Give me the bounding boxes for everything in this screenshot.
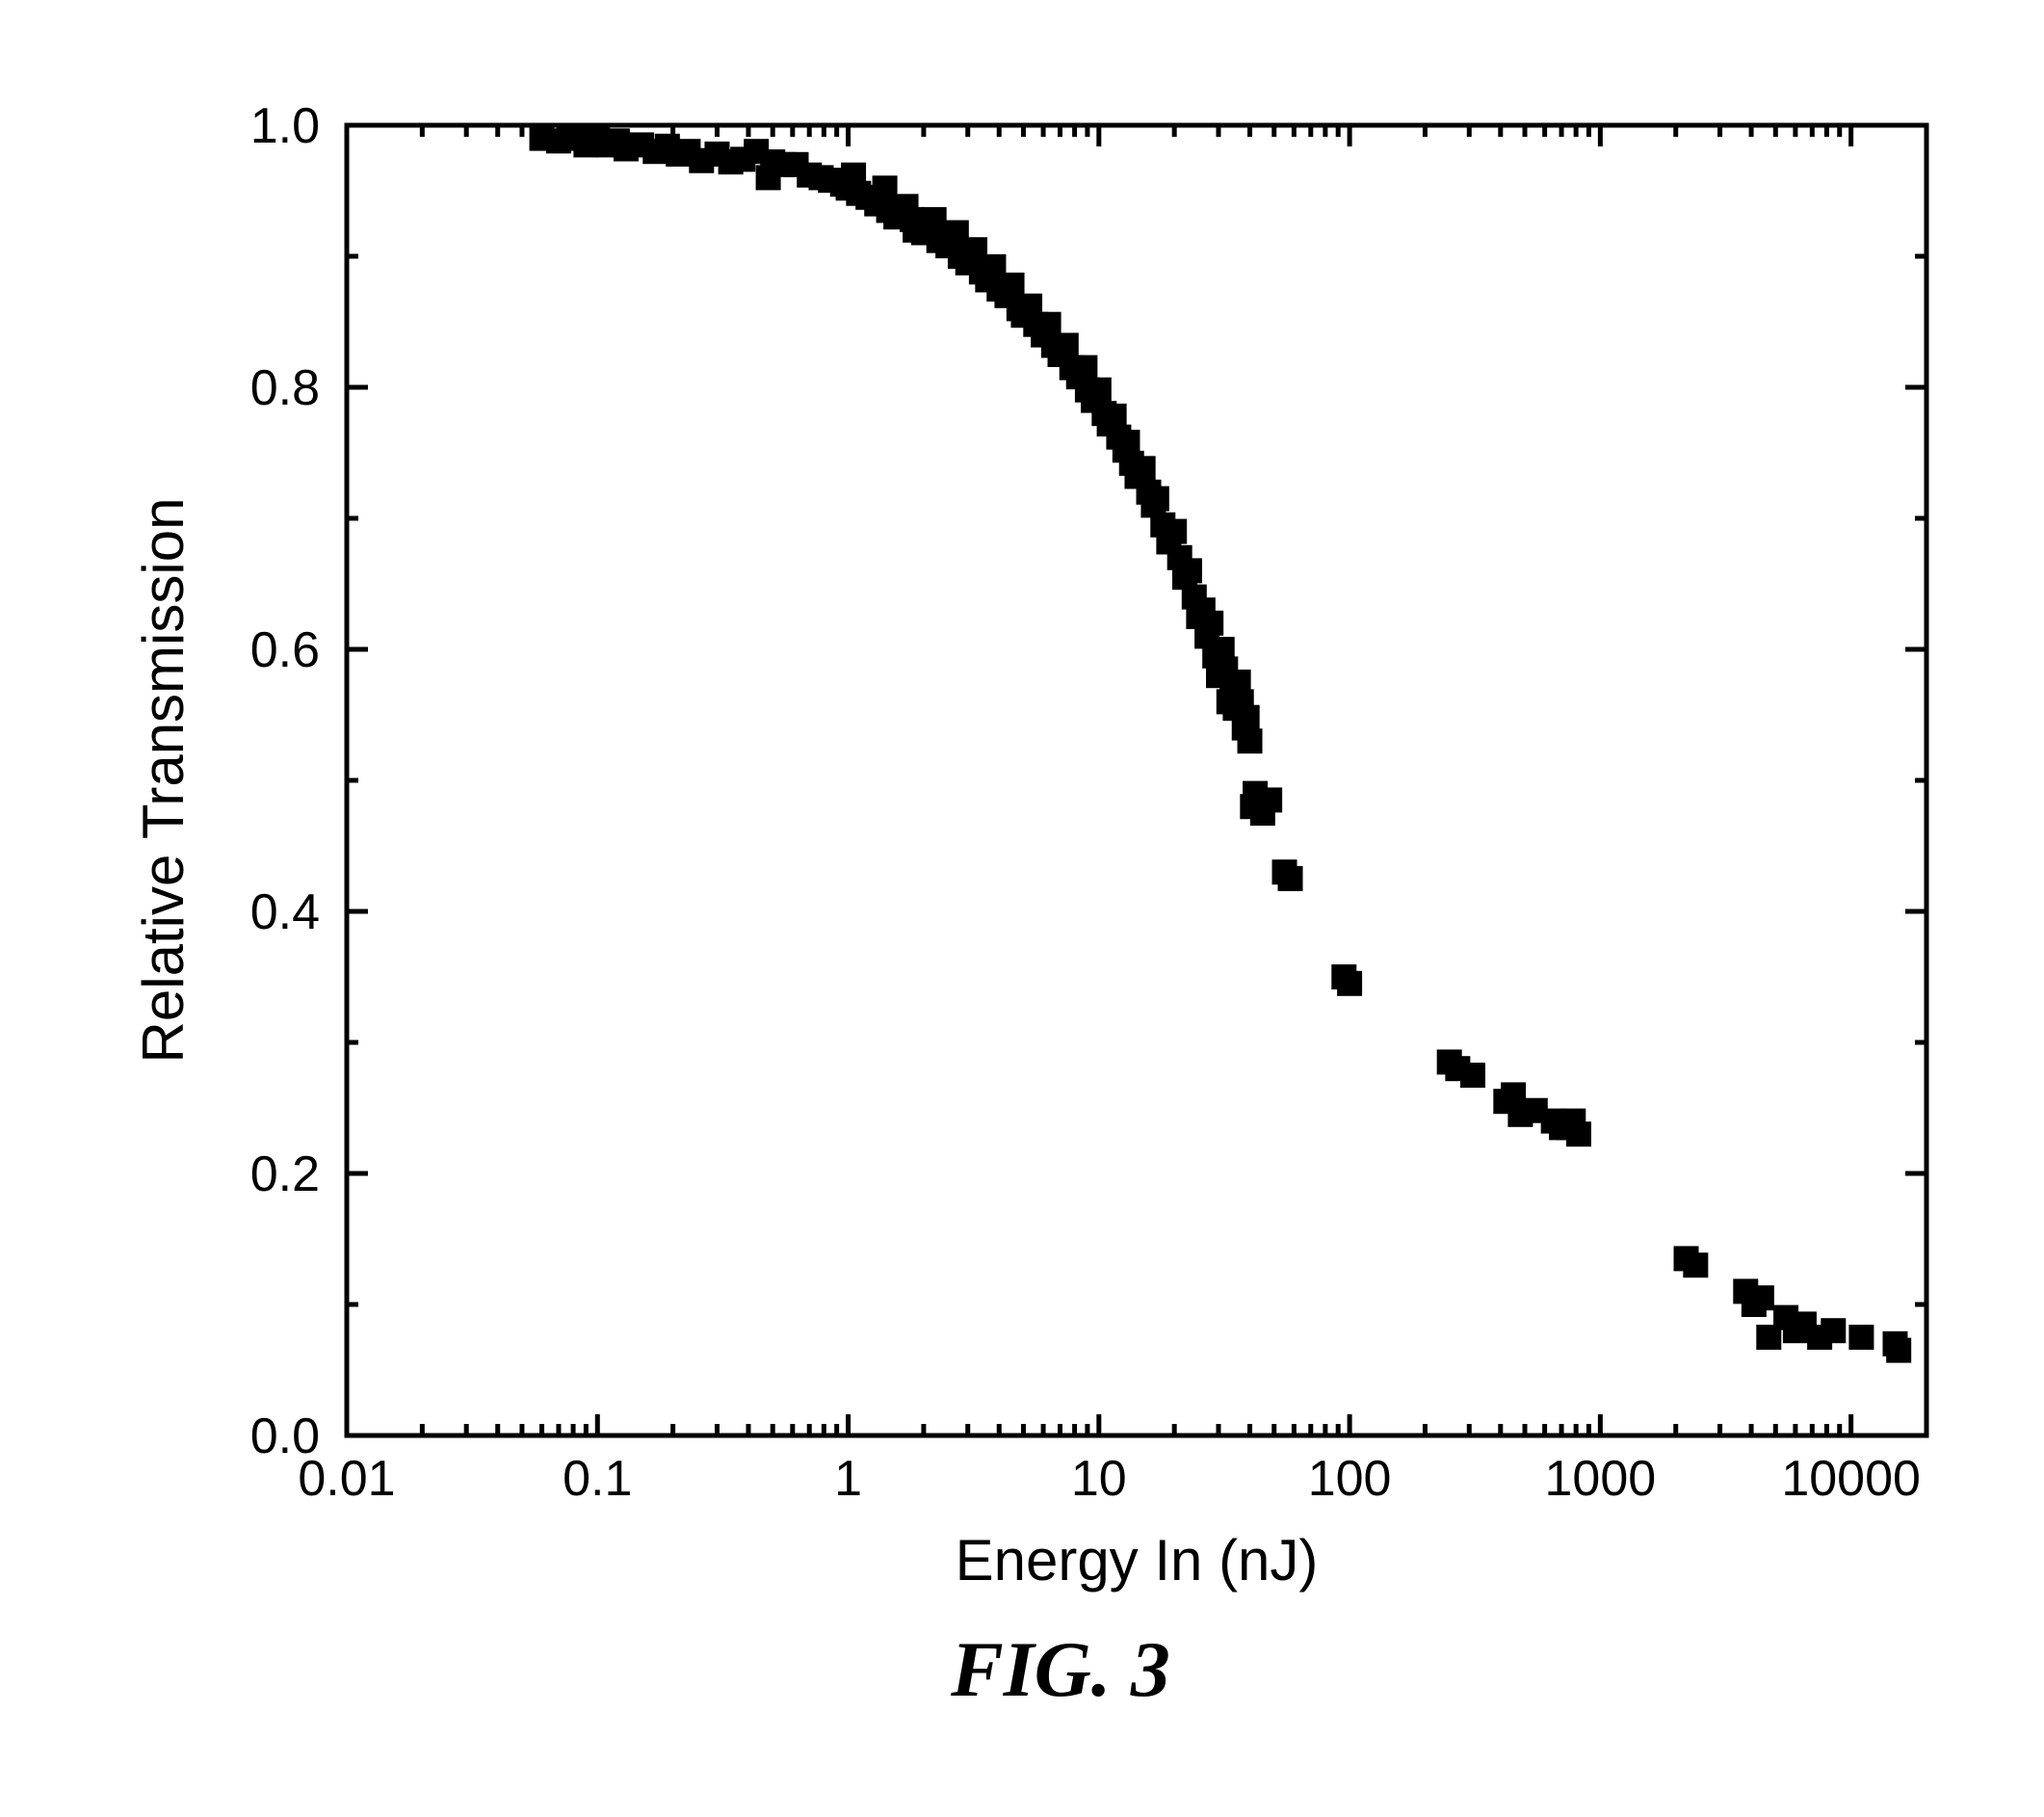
data-point [1337,971,1362,996]
data-point [1886,1338,1911,1363]
data-point [1238,728,1263,753]
data-point [1144,487,1169,512]
y-tick-label: 0.6 [250,622,320,678]
y-tick-label: 0.2 [250,1146,320,1202]
x-tick-label: 0.1 [563,1451,632,1507]
x-axis-label: Energy In (nJ) [956,1528,1319,1593]
x-tick-label: 1000 [1545,1451,1657,1507]
data-point [1198,611,1223,636]
data-point [1821,1318,1846,1343]
y-axis-label: Relative Transmission [131,498,196,1064]
data-point [1087,378,1112,403]
x-tick-label: 10 [1071,1451,1127,1507]
data-point [1162,519,1187,544]
data-point [1848,1325,1874,1350]
plot-border [347,125,1926,1435]
y-tick-label: 1.0 [250,98,320,154]
x-tick-label: 10000 [1781,1451,1921,1507]
data-point [1072,356,1097,381]
data-point [1177,558,1202,583]
data-point [1278,866,1303,891]
data-point [1235,705,1260,730]
x-tick-label: 1 [834,1451,862,1507]
data-point [1460,1063,1485,1088]
x-tick-label: 0.01 [298,1451,395,1507]
data-point [1683,1252,1708,1277]
data-point [1566,1121,1591,1146]
data-point [1131,456,1156,481]
chart-svg: 0.00.20.40.60.81.00.010.1110100100010000… [0,0,2044,1817]
data-point [1054,332,1079,357]
data-point [1749,1285,1774,1310]
figure-caption: FIG. 3 [950,1625,1170,1713]
y-tick-label: 0.4 [250,884,320,940]
x-tick-label: 100 [1308,1451,1392,1507]
figure-container: 0.00.20.40.60.81.00.010.1110100100010000… [0,0,2044,1817]
y-tick-label: 0.8 [250,360,320,416]
scatter-series [530,126,1912,1363]
data-point [1257,787,1282,812]
